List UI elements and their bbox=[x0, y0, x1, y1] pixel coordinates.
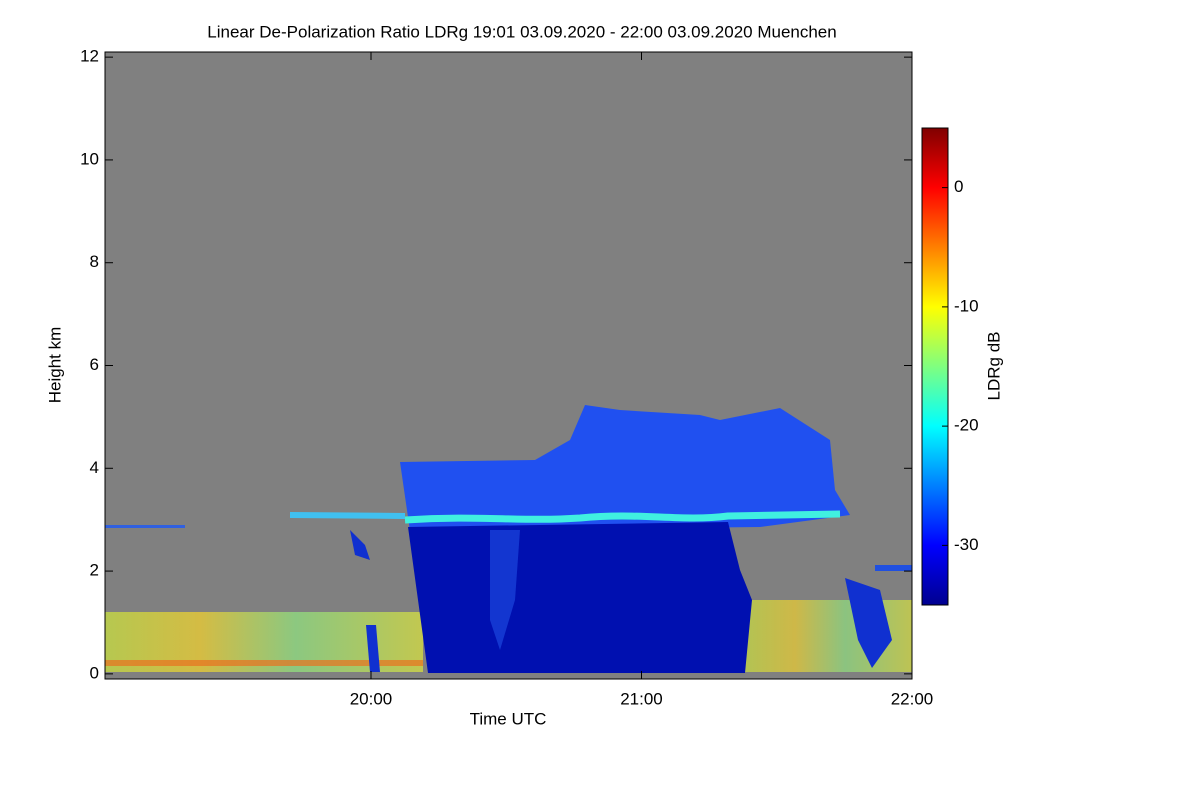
cloud-layer bbox=[875, 565, 912, 571]
cloud-region bbox=[845, 578, 892, 668]
cloud-layer bbox=[290, 512, 405, 519]
cloud-layer bbox=[105, 525, 185, 528]
heatmap-field bbox=[105, 52, 912, 679]
x-tick-label: 20:00 bbox=[350, 689, 393, 708]
y-tick-label: 0 bbox=[90, 663, 99, 682]
cloud-region bbox=[490, 530, 520, 650]
cloud-region bbox=[366, 625, 380, 672]
colorbar bbox=[921, 127, 949, 606]
x-tick-label: 22:00 bbox=[891, 689, 934, 708]
y-tick-label: 4 bbox=[90, 458, 99, 477]
chart-title: Linear De-Polarization Ratio LDRg 19:01 … bbox=[207, 22, 836, 41]
colorbar-tick-label: -20 bbox=[954, 416, 979, 435]
colorbar-tick-label: -30 bbox=[954, 535, 979, 554]
cloud-region bbox=[400, 405, 850, 531]
colorbar-tick-label: 0 bbox=[954, 177, 963, 196]
colorbar-label: LDRg dB bbox=[984, 332, 1003, 401]
x-axis-label: Time UTC bbox=[470, 709, 547, 728]
y-tick-label: 8 bbox=[90, 252, 99, 271]
colorbar-tick-label: -10 bbox=[954, 296, 979, 315]
y-tick-label: 6 bbox=[90, 355, 99, 374]
cloud-layer bbox=[404, 510, 841, 524]
cloud-region bbox=[350, 530, 370, 560]
x-tick-label: 21:00 bbox=[620, 689, 663, 708]
y-tick-label: 10 bbox=[80, 149, 99, 168]
noise-band bbox=[105, 660, 423, 666]
y-tick-label: 2 bbox=[90, 561, 99, 580]
y-tick-label: 12 bbox=[80, 47, 99, 66]
y-axis-label: Height km bbox=[45, 327, 64, 404]
cloud-region bbox=[408, 522, 752, 673]
